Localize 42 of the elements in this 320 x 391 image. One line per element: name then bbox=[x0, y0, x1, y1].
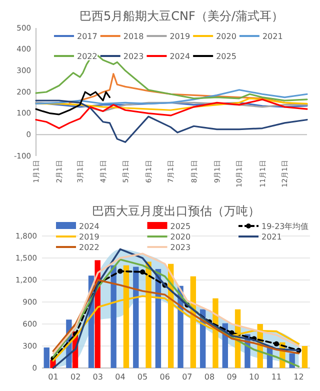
legend-label: 2020 bbox=[170, 232, 191, 242]
legend-label: 2018 bbox=[123, 32, 144, 41]
legend-label: 2021 bbox=[262, 32, 283, 41]
point bbox=[274, 341, 280, 346]
x-tick-label: 01 bbox=[48, 372, 58, 382]
legend-label: 2017 bbox=[77, 32, 98, 41]
bar bbox=[302, 346, 308, 368]
bar bbox=[44, 347, 50, 368]
line-series bbox=[35, 100, 308, 143]
x-tick-label: 03 bbox=[92, 372, 103, 382]
legend-label: 19-23年均值 bbox=[262, 222, 309, 231]
bar bbox=[110, 265, 116, 368]
legend-label: 2022 bbox=[79, 242, 100, 252]
legend-label: 2021 bbox=[262, 232, 282, 242]
x-tick-label: 12 bbox=[294, 372, 304, 382]
legend-label: 2023 bbox=[123, 52, 144, 61]
x-tick-label: 05 bbox=[137, 372, 148, 382]
x-tick-label: 07 bbox=[182, 372, 192, 382]
x-tick-label: 06 bbox=[160, 372, 170, 382]
x-tick-label: 11 bbox=[271, 372, 282, 382]
legend-label: 2024 bbox=[79, 222, 100, 231]
line-series bbox=[52, 279, 300, 354]
chart-title: 巴西大豆月度出口预估（万吨） bbox=[92, 204, 260, 218]
legend-label: 2019 bbox=[170, 32, 190, 41]
legend-label: 2025 bbox=[170, 222, 191, 231]
point bbox=[118, 268, 123, 274]
x-tick-label: 04 bbox=[115, 372, 126, 382]
x-tick-label: 08 bbox=[204, 372, 215, 382]
bar bbox=[133, 266, 139, 368]
legend-label: 2020 bbox=[216, 32, 236, 41]
point bbox=[140, 269, 146, 275]
line-series bbox=[35, 89, 308, 105]
legend-label: 2023 bbox=[170, 242, 191, 252]
chart-title: 巴西5月船期大豆CNF（美分/蒲式耳） bbox=[80, 9, 284, 23]
line-series bbox=[35, 91, 111, 116]
x-tick-label: 09 bbox=[226, 372, 237, 382]
x-tick-label: 02 bbox=[70, 372, 81, 382]
legend-label: 2019 bbox=[79, 232, 100, 242]
x-tick-label: 10 bbox=[249, 372, 260, 382]
legend-label: 2025 bbox=[216, 52, 236, 61]
line-series bbox=[35, 98, 308, 130]
legend-label: 2024 bbox=[170, 52, 190, 61]
